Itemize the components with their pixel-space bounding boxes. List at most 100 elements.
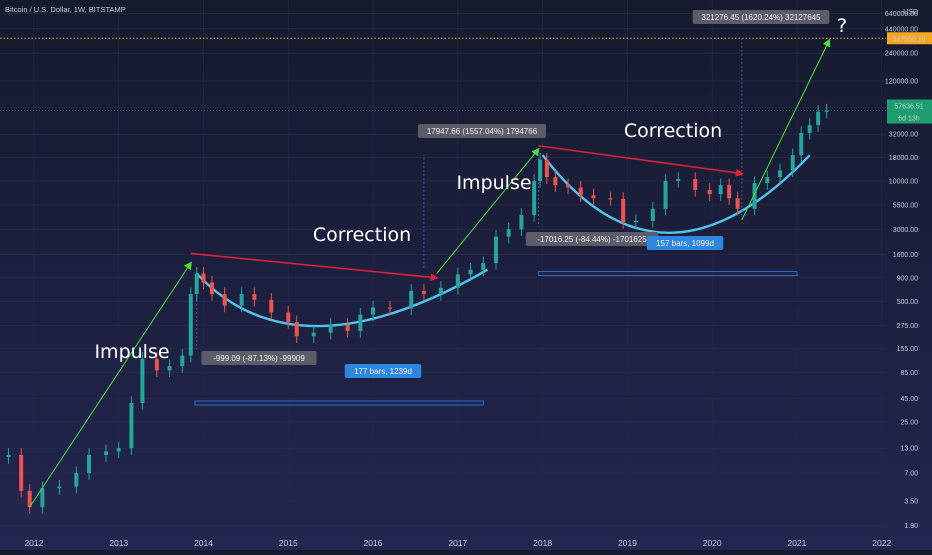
candle-body: [727, 185, 732, 199]
price-tick-label: 3000.00: [893, 227, 918, 234]
candle-body: [129, 402, 134, 449]
candle-body: [328, 324, 333, 333]
candle-body: [735, 198, 740, 209]
price-tick-label: 10000.00: [889, 178, 918, 185]
candle-body: [239, 294, 244, 306]
candle-body: [154, 358, 159, 371]
range-bar: [194, 400, 484, 406]
price-tick-label: 18000.00: [889, 155, 918, 162]
target-price-tag-bg: [887, 32, 932, 45]
price-tick-label: 500.00: [897, 299, 919, 306]
candle-body: [421, 290, 426, 295]
candle-body: [222, 294, 227, 306]
impulse-arrow: [29, 261, 192, 508]
drop-box-2-bg: [525, 232, 659, 246]
label-correction-1: Correction: [313, 224, 411, 246]
year-tick-label: 2022: [872, 538, 891, 548]
candle-body: [481, 263, 486, 270]
price-tick-label: 120000.00: [885, 79, 918, 86]
candlesticks: [6, 103, 829, 514]
candle-body: [824, 110, 829, 112]
year-tick-label: 2016: [364, 538, 383, 548]
year-tick-label: 2017: [448, 538, 467, 548]
currency-label: USD: [903, 9, 918, 16]
label-impulse-2: Impulse: [456, 172, 531, 194]
price-tick-label: 900.00: [897, 275, 919, 282]
candle-body: [140, 358, 145, 403]
candle-body: [578, 187, 583, 196]
price-tick-label: 640000.00: [885, 11, 918, 18]
drop-box-2: -17016.25 (-84.44%) -1701625: [537, 235, 647, 244]
candle-body: [468, 269, 473, 275]
rise-box-1: 17947.66 (1557.04%) 1794766: [427, 127, 538, 136]
candle-body: [816, 111, 821, 126]
candle-body: [294, 321, 299, 337]
range-box-2: 157 bars, 1099d: [656, 239, 714, 248]
price-tick-label: 3.50: [904, 498, 918, 505]
candle-body: [209, 282, 214, 295]
candle-body: [269, 299, 274, 313]
price-tick-label: 13.00: [900, 446, 918, 453]
candle-body: [718, 185, 723, 195]
candle-body: [707, 189, 712, 195]
candle-body: [752, 183, 757, 209]
candle-body: [40, 488, 45, 508]
price-tick-label: 155.00: [897, 346, 919, 353]
countdown-tag-bg: [887, 111, 932, 124]
price-tick-label: 7.00: [904, 471, 918, 478]
candle-body: [358, 314, 363, 331]
correction-arrow: [538, 144, 744, 177]
candle-body: [799, 132, 804, 156]
impulse-arrow-target: [741, 38, 831, 221]
rise-box-2: 321276.45 (1620.24%) 32127645: [701, 13, 821, 22]
candle-body: [807, 125, 812, 133]
price-tick-label: 45.00: [900, 396, 918, 403]
gridlines: [0, 0, 886, 530]
year-tick-label: 2013: [109, 538, 128, 548]
candle-body: [519, 214, 524, 230]
candle-body: [19, 454, 24, 491]
candle-body: [74, 473, 79, 487]
cycle-curve-2: [541, 154, 811, 234]
candle-body: [311, 332, 316, 337]
candle-body: [116, 448, 121, 452]
price-tick-label: 1600.00: [893, 252, 918, 259]
candle-body: [409, 290, 414, 309]
target-price-tag: 347550.10: [892, 36, 925, 43]
correction-arrow: [190, 252, 439, 282]
price-tick-label: 440000.00: [885, 26, 918, 33]
candle-body: [650, 208, 655, 221]
candle-body: [188, 294, 193, 356]
drop-box-1-bg: [201, 351, 317, 365]
candle-body: [693, 178, 698, 190]
candle-body: [566, 185, 571, 188]
candle-body: [167, 366, 172, 371]
year-tick-label: 2019: [618, 538, 637, 548]
measurement-tools: [194, 38, 798, 406]
candle-body: [27, 490, 32, 508]
label-question: ?: [837, 15, 847, 37]
candle-body: [765, 177, 770, 184]
candle-body: [790, 155, 795, 171]
current-price-tag-bg: [887, 99, 932, 112]
candle-body: [87, 454, 92, 474]
candle-body: [506, 229, 511, 237]
rise-box-2-bg: [692, 10, 830, 24]
time-axis[interactable]: 2012 2013 2014 2015 2016 2017 2018 2019 2020 2021…: [24, 538, 891, 548]
candle-body: [676, 178, 681, 181]
candle-body: [532, 180, 537, 215]
price-tick-label: 275.00: [897, 323, 919, 330]
range-box-2-bg: [646, 236, 724, 250]
candle-body: [553, 177, 558, 186]
symbol-title[interactable]: Bitcoin / U.S. Dollar, 1W, BITSTAMP: [5, 5, 126, 14]
price-axis[interactable]: 640000.00440000.00240000.00120000.006200…: [885, 9, 932, 530]
candle-body: [621, 198, 626, 223]
price-tick-label: 1.90: [904, 523, 918, 530]
price-tick-label: 240000.00: [885, 51, 918, 58]
price-tick-label: 25.00: [900, 419, 918, 426]
candle-body: [252, 294, 257, 300]
candle-body: [286, 312, 291, 322]
countdown-tag: 6d 13h: [898, 116, 920, 123]
